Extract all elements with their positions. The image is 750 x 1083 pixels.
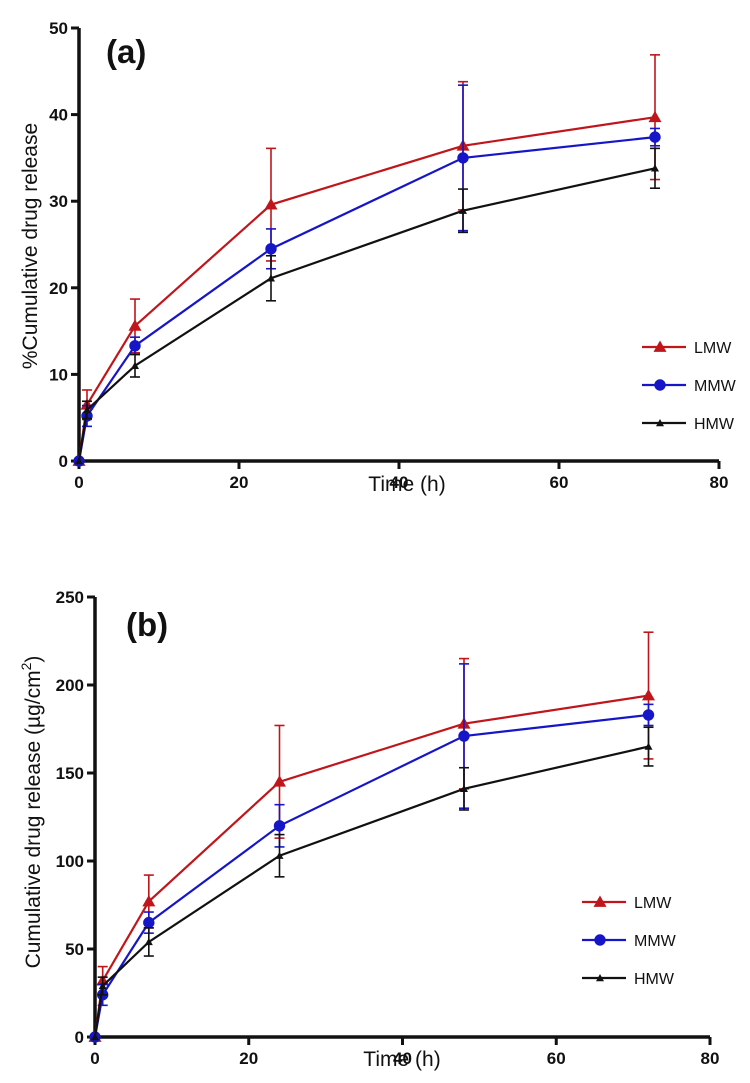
y-tick-label: 50 bbox=[49, 19, 68, 38]
y-tick-label: 10 bbox=[49, 365, 68, 384]
legend-item-lmw: LMW bbox=[582, 895, 672, 912]
data-point-hmw bbox=[98, 981, 107, 990]
legend-marker-hmw bbox=[596, 974, 604, 982]
data-point-mmw bbox=[265, 243, 277, 255]
x-tick-label: 60 bbox=[547, 1049, 566, 1068]
series-hmw bbox=[91, 726, 654, 1041]
axes-a: 0 10 20 30 40 50 0 20 40 60 80 bbox=[49, 19, 728, 492]
data-point-lmw bbox=[642, 689, 655, 701]
legend-item-hmw: HMW bbox=[582, 971, 675, 988]
series-lmw bbox=[72, 54, 662, 466]
legend-item-mmw: MMW bbox=[582, 933, 677, 950]
series-layer-b bbox=[88, 631, 655, 1043]
x-tick-label: 60 bbox=[550, 473, 569, 492]
x-tick-label: 40 bbox=[390, 473, 409, 492]
x-tick-label: 80 bbox=[710, 473, 729, 492]
x-tick-label: 20 bbox=[239, 1049, 258, 1068]
y-tick-label: 150 bbox=[56, 764, 84, 783]
y-tick-label: 20 bbox=[49, 279, 68, 298]
data-point-mmw bbox=[642, 709, 655, 721]
y-tick-label: 40 bbox=[49, 106, 68, 125]
data-point-lmw bbox=[273, 775, 286, 787]
legend-item-lmw: LMW bbox=[642, 340, 732, 357]
data-point-hmw bbox=[83, 405, 91, 414]
y-tick-label: 50 bbox=[65, 940, 84, 959]
data-point-lmw bbox=[142, 894, 156, 907]
y-tick-label: 30 bbox=[49, 192, 68, 211]
x-tick-label: 40 bbox=[393, 1049, 412, 1068]
y-axis-title-a: %Cumulative drug release bbox=[19, 123, 42, 369]
data-point-mmw bbox=[457, 152, 469, 164]
data-point-hmw bbox=[459, 206, 467, 214]
legend-label: LMW bbox=[634, 895, 672, 912]
panel-label-a: (a) bbox=[106, 33, 146, 70]
x-tick-label: 0 bbox=[90, 1049, 99, 1068]
data-point-hmw bbox=[275, 851, 284, 859]
legend-item-mmw: MMW bbox=[642, 378, 737, 395]
legend-label: MMW bbox=[694, 378, 737, 395]
legend-label: HMW bbox=[694, 416, 735, 433]
legend-marker-mmw bbox=[594, 934, 606, 946]
y-tick-label: 200 bbox=[56, 676, 84, 695]
y-tick-label: 0 bbox=[59, 452, 68, 471]
data-point-mmw bbox=[143, 916, 155, 929]
x-tick-label: 80 bbox=[701, 1049, 720, 1068]
x-tick-label: 20 bbox=[230, 473, 249, 492]
y-axis-title-b: Cumulative drug release (µg/cm2) bbox=[18, 656, 45, 969]
axes-b: 0 50 100 150 200 250 0 20 40 60 80 bbox=[56, 588, 720, 1068]
legend-a: LMW MMW HMW bbox=[642, 340, 737, 433]
legend-item-hmw: HMW bbox=[642, 416, 735, 433]
data-point-lmw bbox=[648, 110, 662, 123]
data-point-mmw bbox=[458, 730, 470, 742]
legend-b: LMW MMW HMW bbox=[582, 895, 677, 988]
series-line-lmw bbox=[93, 694, 649, 1038]
data-point-lmw bbox=[128, 319, 142, 331]
y-tick-label: 0 bbox=[75, 1028, 84, 1047]
series-line-lmw bbox=[77, 116, 656, 462]
data-point-mmw bbox=[129, 340, 141, 352]
chart-panel-b: (b) Cumulative drug release (µg/cm2) Tim… bbox=[18, 588, 719, 1071]
data-point-hmw bbox=[75, 457, 83, 465]
legend-marker-mmw bbox=[654, 379, 666, 391]
legend-marker-hmw bbox=[656, 419, 664, 427]
series-line-hmw bbox=[93, 745, 649, 1038]
panel-label-b: (b) bbox=[126, 606, 168, 643]
data-point-hmw bbox=[460, 784, 468, 793]
x-tick-label: 0 bbox=[74, 473, 83, 492]
data-point-hmw bbox=[131, 361, 139, 369]
data-point-mmw bbox=[273, 820, 286, 832]
legend-label: HMW bbox=[634, 971, 675, 988]
series-mmw bbox=[89, 663, 655, 1043]
data-point-mmw bbox=[649, 131, 661, 143]
chart-panel-a: (a) %Cumulative drug release Time (h) 0 1… bbox=[19, 19, 737, 496]
data-point-hmw bbox=[91, 1033, 99, 1041]
series-line-hmw bbox=[77, 167, 656, 462]
y-tick-label: 250 bbox=[56, 588, 84, 607]
series-mmw bbox=[73, 84, 661, 467]
y-tick-label: 100 bbox=[56, 852, 84, 871]
data-point-hmw bbox=[144, 937, 153, 946]
y-axis-title-b-sup: 2 bbox=[18, 662, 34, 670]
x-axis-title-b: Time (h) bbox=[363, 1048, 440, 1071]
legend-marker-lmw bbox=[653, 340, 667, 352]
legend-label: LMW bbox=[694, 340, 732, 357]
series-lmw bbox=[88, 631, 655, 1042]
y-axis-title-b-end: ) bbox=[22, 656, 45, 663]
data-point-lmw bbox=[264, 198, 278, 210]
data-point-hmw bbox=[651, 164, 659, 172]
data-point-hmw bbox=[267, 274, 275, 282]
x-axis-title-a: Time (h) bbox=[368, 473, 445, 496]
legend-marker-lmw bbox=[593, 895, 607, 907]
series-hmw bbox=[75, 147, 660, 465]
y-axis-title-b-main: Cumulative drug release (µg/cm bbox=[22, 670, 45, 968]
series-layer-a bbox=[72, 54, 662, 467]
legend-label: MMW bbox=[634, 933, 677, 950]
data-point-hmw bbox=[644, 742, 653, 750]
